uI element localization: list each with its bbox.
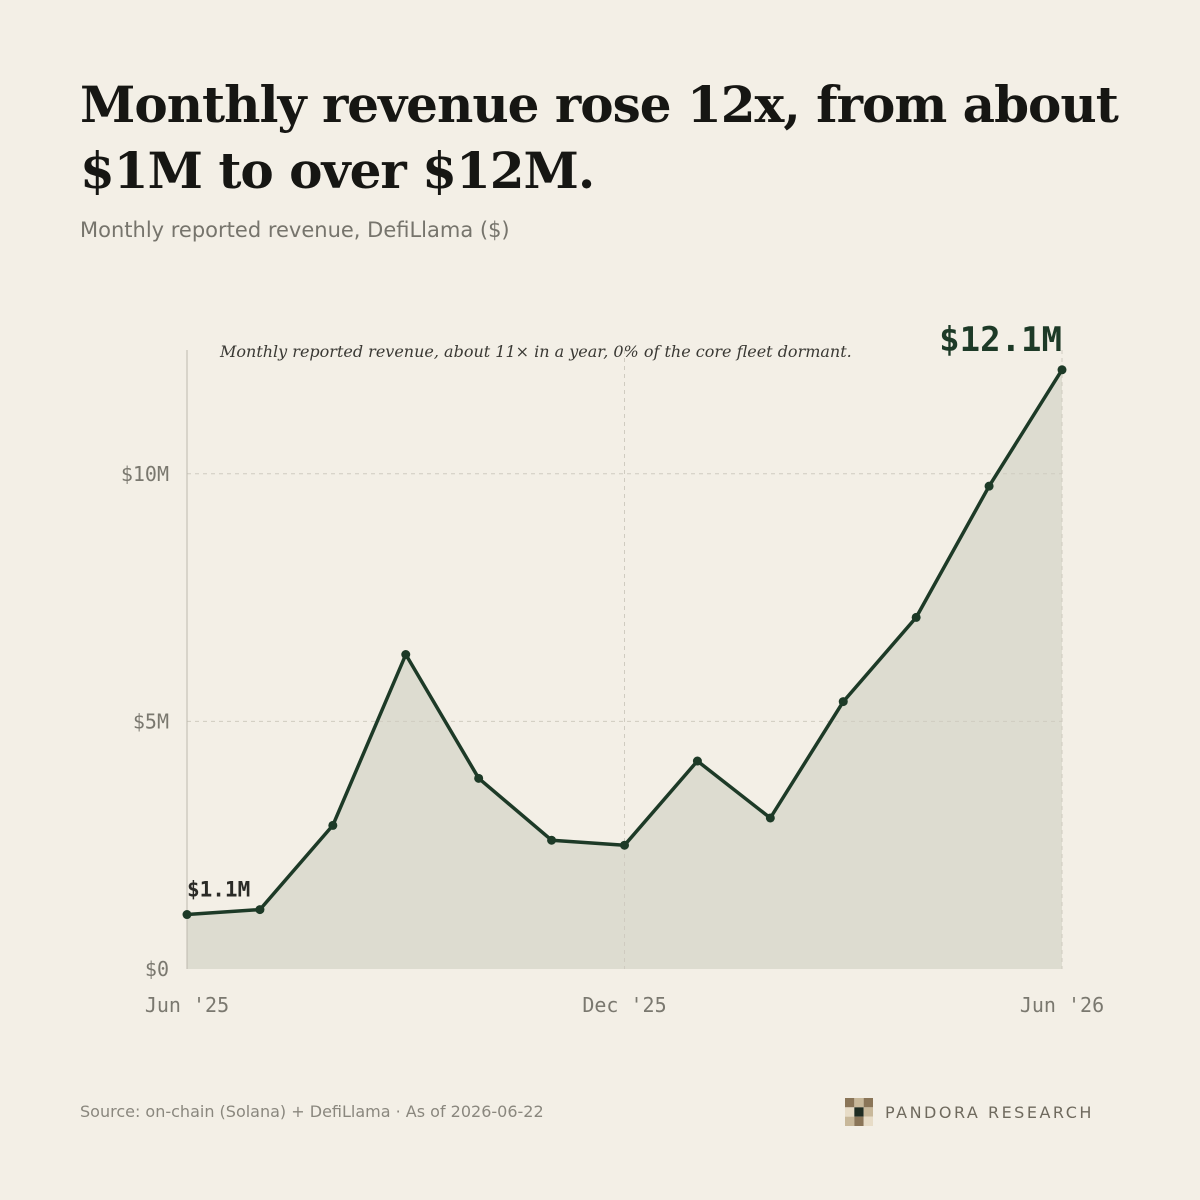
brand-name: PANDORA RESEARCH xyxy=(885,1102,1094,1122)
data-point xyxy=(547,835,557,845)
data-point xyxy=(1057,365,1067,375)
logo-cell xyxy=(863,1116,873,1126)
logo-cell xyxy=(863,1107,873,1117)
x-tick-label: Jun '25 xyxy=(145,993,229,1017)
logo-cell xyxy=(854,1098,864,1108)
x-tick-label: Jun '26 xyxy=(1020,993,1104,1017)
data-point xyxy=(692,756,702,766)
data-point xyxy=(620,840,629,850)
data-label: $12.1M xyxy=(939,320,1062,360)
data-point xyxy=(474,773,484,783)
data-point xyxy=(838,697,848,707)
x-tick-label: Dec '25 xyxy=(582,993,666,1017)
chart-annotation: Monthly reported revenue, about 11× in a… xyxy=(219,342,852,361)
revenue-area-chart: $0 $5M $10M Jun '25 Dec '25 Jun '26 $1.1M $12.1… xyxy=(121,320,1104,1017)
pandora-logo-icon xyxy=(845,1098,873,1126)
data-point xyxy=(911,612,921,622)
chart-subtitle: Monthly reported revenue, DefiLlama ($) xyxy=(80,218,510,242)
y-tick-label: $10M xyxy=(121,462,169,486)
area-fill xyxy=(187,369,1062,969)
logo-cell xyxy=(854,1116,864,1126)
y-tick-label: $5M xyxy=(133,709,169,733)
data-point xyxy=(255,905,265,915)
data-label: $1.1M xyxy=(187,878,250,902)
brand: PANDORA RESEARCH xyxy=(845,1098,1094,1126)
logo-cell xyxy=(845,1116,855,1126)
logo-cell xyxy=(863,1098,873,1108)
data-point xyxy=(765,813,775,823)
data-point xyxy=(328,820,338,830)
data-point xyxy=(182,910,192,920)
logo-cell xyxy=(854,1107,864,1117)
data-point xyxy=(401,650,411,660)
source-note: Source: on-chain (Solana) + DefiLlama · … xyxy=(80,1102,544,1121)
logo-cell xyxy=(845,1107,855,1117)
data-point xyxy=(984,481,994,491)
logo-cell xyxy=(845,1098,855,1108)
chart-title: Monthly revenue rose 12x, from about $1M… xyxy=(80,75,1119,200)
y-tick-label: $0 xyxy=(145,957,169,981)
